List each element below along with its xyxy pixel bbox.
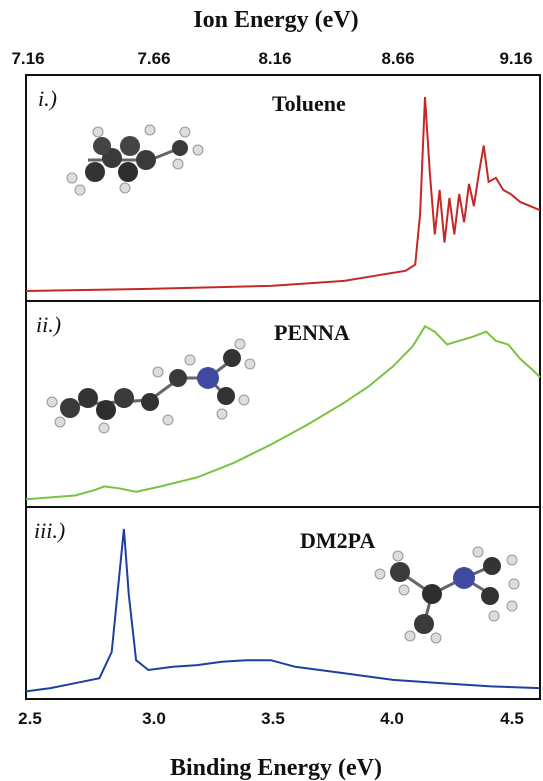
top-tick-label: 9.16 [499,49,532,68]
panel-toluene: i.) Toluene [26,75,540,301]
top-tick-label: 8.16 [258,49,291,68]
top-tick-labels: 7.16 7.66 8.16 8.66 9.16 [11,49,532,68]
top-axis-title: Ion Energy (eV) [193,7,358,33]
bottom-tick-label: 4.5 [500,709,524,728]
bottom-tick-labels: 2.5 3.0 3.5 4.0 4.5 [18,709,524,728]
top-tick-label: 7.66 [137,49,170,68]
bottom-tick-label: 2.5 [18,709,42,728]
panel-label: i.) [38,86,57,111]
panel-label: ii.) [36,312,61,337]
bottom-tick-label: 3.0 [142,709,166,728]
compound-name: PENNA [274,320,350,345]
panel-dm2pa: iii.) DM2PA [26,507,540,699]
top-tick-label: 7.16 [11,49,44,68]
bottom-tick-label: 3.5 [261,709,285,728]
toluene-molecule-icon [67,125,203,195]
panel-penna: ii.) PENNA [26,301,540,507]
dm2pa-spectrum-line [26,529,540,691]
dm2pa-molecule-icon [375,547,519,643]
penna-molecule-icon [47,339,255,433]
toluene-spectrum-line [26,97,540,291]
bottom-tick-label: 4.0 [380,709,404,728]
compound-name: DM2PA [300,528,375,553]
top-tick-label: 8.66 [381,49,414,68]
panel-label: iii.) [34,518,65,543]
bottom-axis-title: Binding Energy (eV) [170,755,382,781]
compound-name: Toluene [272,91,346,116]
